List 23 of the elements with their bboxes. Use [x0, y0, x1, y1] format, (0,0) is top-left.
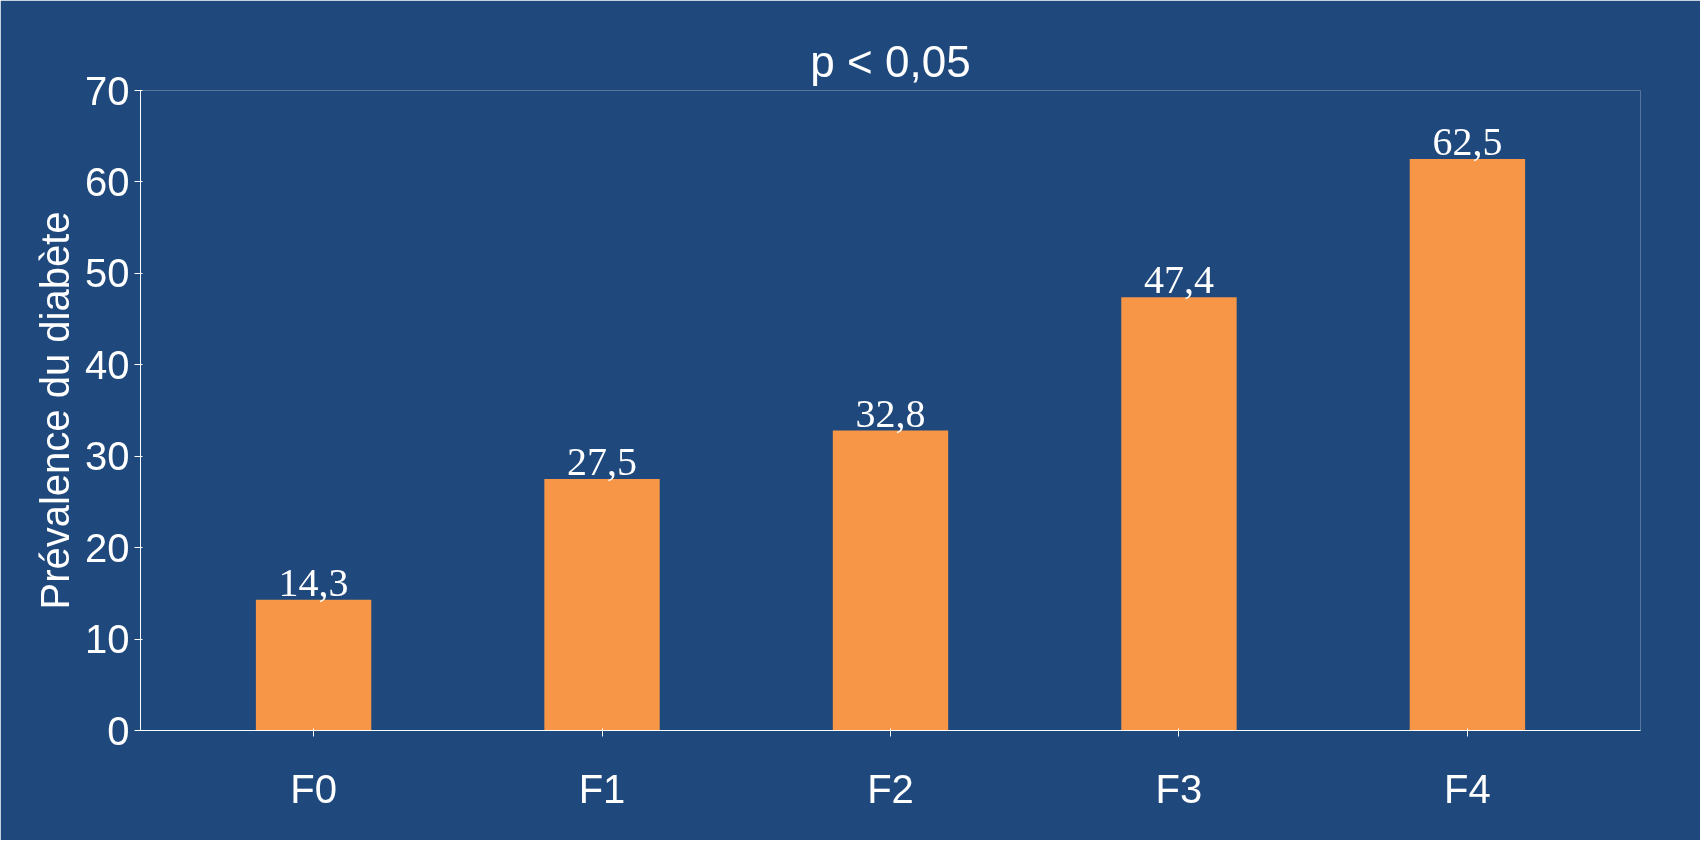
bar [544, 479, 660, 731]
data-label: 27,5 [567, 439, 638, 485]
chart-title: p < 0,05 [810, 36, 971, 86]
y-tick-label: 70 [85, 68, 130, 113]
y-tick-label: 20 [85, 525, 130, 570]
bar [1121, 297, 1237, 731]
x-tick-label: F0 [290, 766, 337, 811]
x-tick-label: F2 [867, 766, 914, 811]
bar [1409, 159, 1526, 731]
y-tick-label: 10 [85, 617, 130, 662]
x-tick-label: F4 [1444, 766, 1491, 811]
data-label: 14,3 [278, 559, 349, 605]
y-tick-label: 50 [85, 251, 130, 296]
data-label: 62,5 [1432, 119, 1503, 165]
y-tick-label: 60 [85, 159, 130, 204]
data-label: 47,4 [1143, 257, 1214, 303]
y-tick-label: 40 [85, 342, 130, 387]
y-tick-label: 0 [107, 708, 130, 753]
y-tick-label: 30 [85, 434, 130, 479]
y-axis-title: Prévalence du diabète [33, 211, 78, 610]
data-label: 32,8 [855, 390, 926, 436]
x-tick-label: F1 [578, 766, 626, 811]
x-tick-label: F3 [1155, 766, 1203, 811]
